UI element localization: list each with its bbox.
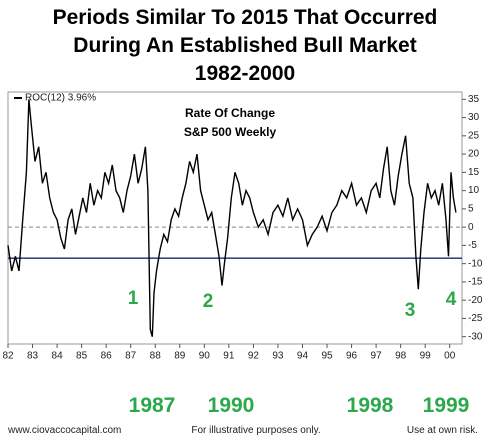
- x-tick-label: 82: [2, 351, 14, 362]
- x-tick-label: 87: [125, 351, 137, 362]
- data-line: [7, 99, 457, 337]
- x-tick-label: 88: [150, 351, 162, 362]
- x-tick-label: 85: [76, 351, 88, 362]
- y-tick-label: -15: [468, 277, 483, 288]
- period-label: 1990: [208, 394, 255, 417]
- x-tick-label: 99: [420, 351, 432, 362]
- annotation: 1: [128, 288, 139, 309]
- x-tick-label: 86: [101, 351, 113, 362]
- plot-frame: [7, 91, 463, 345]
- period-label: 1998: [347, 394, 394, 417]
- footer: www.ciovaccocapital.com: [7, 425, 121, 436]
- y-tick-label: -30: [468, 331, 483, 342]
- y-tick-label: 30: [468, 112, 480, 123]
- y-tick-label: 0: [468, 222, 474, 233]
- x-tick-label: 92: [248, 351, 260, 362]
- y-tick-label: 25: [468, 130, 480, 141]
- y-tick-label: 5: [468, 204, 474, 215]
- y-tick-label: 10: [468, 185, 480, 196]
- footer: For illustrative purposes only.: [191, 425, 320, 436]
- x-tick-label: 97: [371, 351, 383, 362]
- y-tick-label: -10: [468, 258, 483, 269]
- x-tick-label: 94: [297, 351, 309, 362]
- box-text: Rate Of Change: [185, 106, 275, 120]
- x-tick-label: 83: [27, 351, 39, 362]
- x-tick-label: 89: [174, 351, 186, 362]
- x-tick-label: 98: [395, 351, 407, 362]
- y-tick-label: 35: [468, 94, 480, 105]
- x-tick-label: 00: [444, 351, 456, 362]
- y-tick-label: -20: [468, 295, 483, 306]
- chart-title: 1982-2000: [195, 62, 295, 85]
- y-tick-label: 20: [468, 149, 480, 160]
- x-tick-label: 90: [199, 351, 211, 362]
- chart-title: Periods Similar To 2015 That Occurred: [53, 6, 438, 29]
- x-tick-label: 84: [52, 351, 64, 362]
- chart-title: During An Established Bull Market: [73, 34, 416, 57]
- y-tick-label: 15: [468, 167, 480, 178]
- annotation: 4: [446, 289, 457, 310]
- y-tick-label: -25: [468, 313, 483, 324]
- period-label: 1987: [129, 394, 176, 417]
- annotation: 3: [405, 300, 416, 321]
- legend-label: ROC(12) 3.96%: [25, 93, 96, 104]
- y-tick-label: -5: [468, 240, 477, 251]
- box-text: S&P 500 Weekly: [184, 125, 277, 139]
- annotation: 2: [203, 291, 214, 312]
- x-tick-label: 96: [346, 351, 358, 362]
- x-tick-label: 95: [321, 351, 333, 362]
- period-label: 1999: [423, 394, 470, 417]
- x-tick-label: 91: [223, 351, 235, 362]
- footer: Use at own risk.: [407, 425, 478, 436]
- x-tick-label: 93: [272, 351, 284, 362]
